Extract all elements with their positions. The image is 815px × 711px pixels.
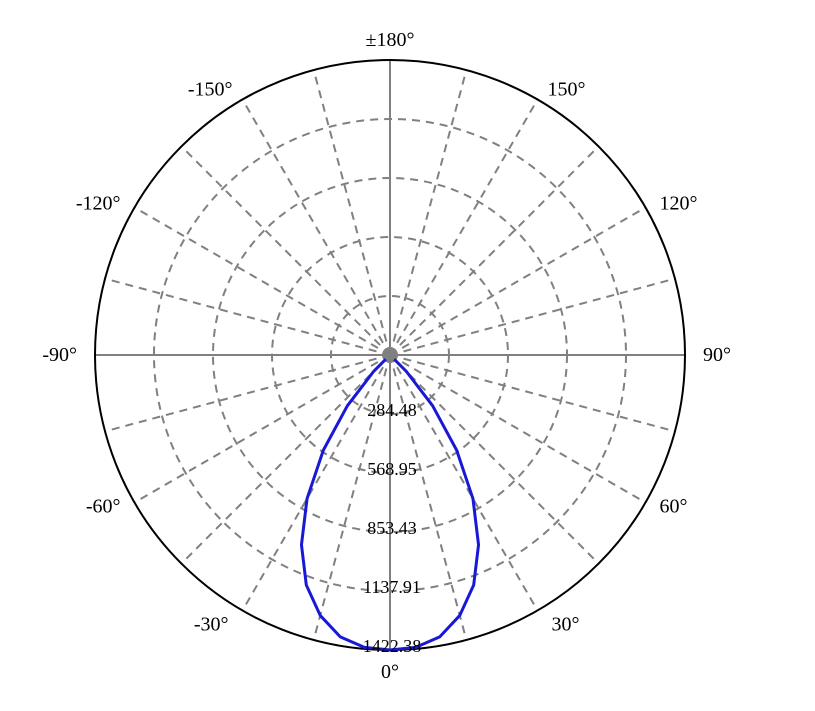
angle-tick-label: -150°: [188, 79, 233, 101]
radial-tick-label: 568.95: [367, 459, 417, 479]
angle-tick-label: 30°: [552, 613, 580, 635]
angle-tick-label: 150°: [548, 79, 586, 101]
angle-tick-label: -60°: [86, 496, 121, 518]
angle-tick-label: ±180°: [366, 29, 415, 51]
polar-center-marker: [384, 349, 396, 361]
radial-tick-label: 1422.38: [363, 636, 422, 656]
radial-tick-label: 1137.91: [363, 577, 421, 597]
angle-tick-label: -30°: [194, 613, 229, 635]
polar-chart: 284.48 568.95 853.43 1137.91 1422.38 0° 30° 60°…: [0, 0, 815, 711]
angle-tick-label: -90°: [42, 344, 77, 366]
angle-tick-label: 90°: [703, 344, 731, 366]
angle-tick-label: 0°: [381, 661, 399, 683]
angle-tick-label: 120°: [659, 193, 697, 215]
radial-tick-label: 853.43: [367, 518, 417, 538]
polar-chart-svg: 284.48 568.95 853.43 1137.91 1422.38 0° 30° 60°…: [0, 0, 815, 711]
angle-tick-label: -120°: [76, 193, 121, 215]
angle-tick-label: 60°: [659, 496, 687, 518]
radial-tick-label: 284.48: [367, 400, 417, 420]
